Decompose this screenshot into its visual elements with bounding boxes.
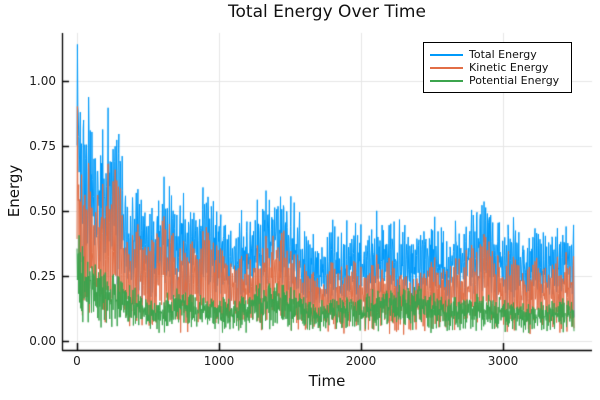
y-tick-label: 0.25 <box>29 269 56 283</box>
legend-entry: Kinetic Energy <box>430 61 571 74</box>
legend-label: Total Energy <box>469 48 537 61</box>
y-tick-label: 0.75 <box>29 139 56 153</box>
legend-label: Kinetic Energy <box>469 61 549 74</box>
x-axis-label: Time <box>308 372 346 390</box>
y-axis-label: Energy <box>5 164 23 218</box>
legend-label: Potential Energy <box>469 74 560 87</box>
x-tick-label: 2000 <box>345 354 377 368</box>
legend: Total Energy Kinetic Energy Potential Ener… <box>423 42 572 93</box>
y-tick-label: 0.00 <box>29 334 56 348</box>
legend-entry: Total Energy <box>430 48 571 61</box>
y-tick-label: 1.00 <box>29 74 56 88</box>
y-tick-label: 0.50 <box>29 204 56 218</box>
legend-line-swatch <box>430 53 463 56</box>
x-tick-label: 3000 <box>487 354 519 368</box>
legend-line-swatch <box>430 79 463 82</box>
legend-entry: Potential Energy <box>430 74 571 87</box>
x-tick-label: 1000 <box>203 354 235 368</box>
x-tick-label: 0 <box>73 354 81 368</box>
chart-title: Total Energy Over Time <box>228 2 426 22</box>
legend-line-swatch <box>430 66 463 69</box>
